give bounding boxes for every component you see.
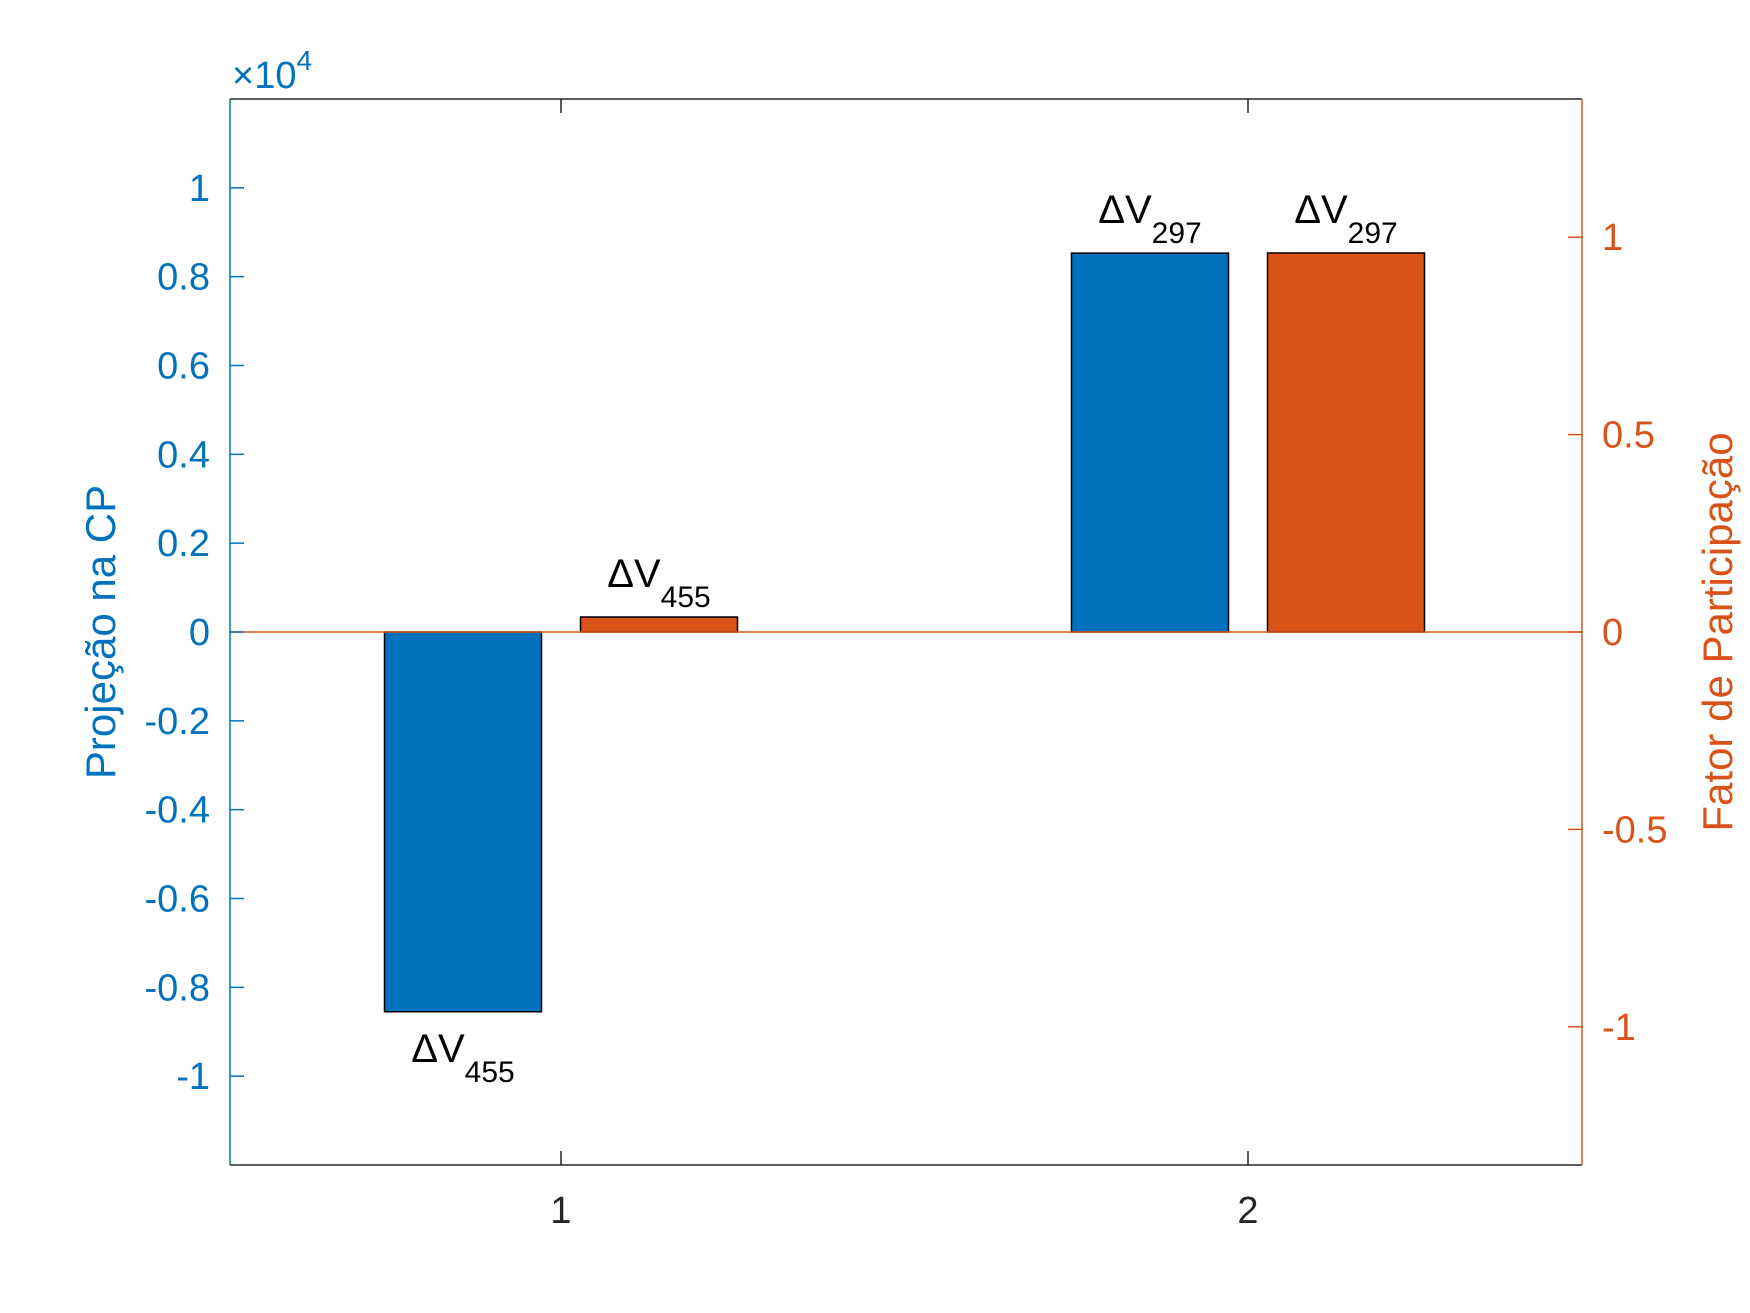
right-y-tick-label: 0.5 xyxy=(1602,415,1655,457)
left-y-tick-label: 0.2 xyxy=(157,523,210,565)
left-y-tick-label: 1 xyxy=(189,168,210,210)
exponent-power: 4 xyxy=(296,45,312,76)
bar-label-series1-cat1: ΔV455 xyxy=(411,1027,514,1089)
bar-label-subscript: 455 xyxy=(661,581,711,614)
right-y-tick-label: 0 xyxy=(1602,612,1623,654)
right-y-tick-label: -1 xyxy=(1602,1007,1636,1049)
right-y-tick-label: 1 xyxy=(1602,217,1623,259)
left-y-tick-label: 0.6 xyxy=(157,346,210,388)
bar-series2-cat1 xyxy=(579,616,739,633)
left-axis-exponent: ×104 xyxy=(232,45,312,97)
left-y-tick-label: -1 xyxy=(176,1056,210,1098)
bar-label-subscript: 297 xyxy=(1152,217,1202,250)
left-y-tick-label: 0.4 xyxy=(157,434,210,476)
left-y-tick-label: -0.4 xyxy=(145,790,210,832)
left-y-tick-label: -0.2 xyxy=(145,701,210,743)
bar-series1-cat1 xyxy=(383,631,543,1013)
bar-label-base: ΔV xyxy=(607,552,661,596)
bar-label-base: ΔV xyxy=(1098,188,1152,232)
left-y-axis-title: Projeção na CP xyxy=(77,485,124,779)
chart-marks xyxy=(383,252,1426,1013)
exponent-base: ×10 xyxy=(232,55,296,97)
x-tick-label: 2 xyxy=(1237,1190,1258,1232)
bar-label-series2-cat1: ΔV455 xyxy=(607,552,710,614)
bar-label-series2-cat2: ΔV297 xyxy=(1294,188,1397,250)
chart-axes xyxy=(229,98,1583,1166)
bar-series1-cat2 xyxy=(1070,252,1230,633)
left-y-tick-label: 0.8 xyxy=(157,257,210,299)
bar-label-subscript: 455 xyxy=(465,1056,515,1089)
bar-label-base: ΔV xyxy=(411,1027,465,1071)
bar-label-series1-cat2: ΔV297 xyxy=(1098,188,1201,250)
left-y-tick-label: -0.8 xyxy=(145,967,210,1009)
left-y-tick-label: -0.6 xyxy=(145,879,210,921)
x-tick-label: 1 xyxy=(550,1190,571,1232)
bar-label-subscript: 297 xyxy=(1348,217,1398,250)
bar-label-base: ΔV xyxy=(1294,188,1348,232)
right-y-axis-title: Fator de Participação xyxy=(1694,432,1741,831)
right-y-tick-label: -0.5 xyxy=(1602,809,1667,851)
left-y-tick-label: 0 xyxy=(189,612,210,654)
bar-series2-cat2 xyxy=(1266,252,1426,633)
